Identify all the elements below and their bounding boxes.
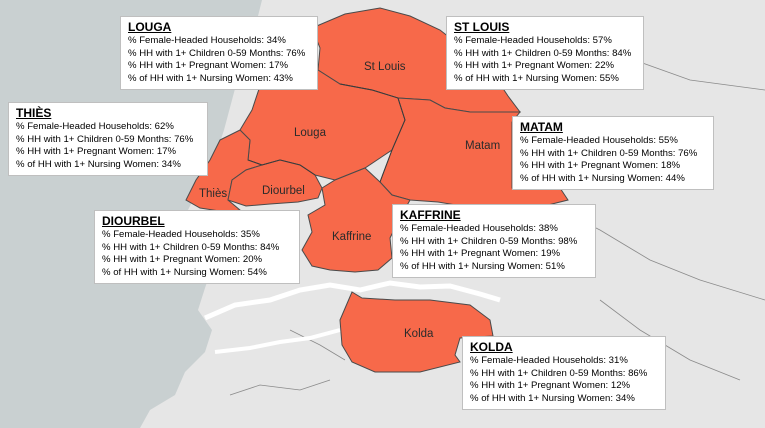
stat-children: % HH with 1+ Children 0-59 Months: 84% bbox=[454, 47, 632, 59]
callout-title: LOUGA bbox=[128, 20, 172, 34]
label-kolda: Kolda bbox=[404, 328, 434, 340]
label-louga: Louga bbox=[294, 127, 327, 139]
casamance-river bbox=[214, 328, 341, 354]
stat-female-headed: % Female-Headed Households: 55% bbox=[520, 135, 678, 146]
gambia-river bbox=[204, 280, 501, 321]
callout-title: THIÈS bbox=[16, 106, 52, 120]
stat-female-headed: % Female-Headed Households: 38% bbox=[400, 223, 558, 234]
stat-pregnant: % HH with 1+ Pregnant Women: 20% bbox=[102, 254, 263, 266]
stat-nursing: % of HH with 1+ Nursing Women: 34% bbox=[16, 158, 181, 170]
callout-st-louis: ST LOUIS % Female-Headed Households: 57%… bbox=[446, 16, 644, 90]
stat-female-headed: % Female-Headed Households: 34% bbox=[128, 35, 286, 46]
stat-children: % HH with 1+ Children 0-59 Months: 76% bbox=[128, 47, 306, 59]
stat-pregnant: % HH with 1+ Pregnant Women: 18% bbox=[520, 160, 681, 172]
region-kolda bbox=[339, 291, 494, 373]
stat-pregnant: % HH with 1+ Pregnant Women: 19% bbox=[400, 248, 561, 260]
stat-nursing: % of HH with 1+ Nursing Women: 54% bbox=[102, 266, 267, 278]
stat-female-headed: % Female-Headed Households: 31% bbox=[470, 355, 628, 366]
label-thies: Thiès bbox=[199, 188, 227, 200]
callout-diourbel: DIOURBEL % Female-Headed Households: 35%… bbox=[94, 210, 300, 284]
callout-title: ST LOUIS bbox=[454, 20, 510, 34]
label-kaffrine: Kaffrine bbox=[332, 231, 371, 243]
stat-pregnant: % HH with 1+ Pregnant Women: 12% bbox=[470, 380, 631, 392]
label-st-louis: St Louis bbox=[364, 61, 406, 73]
stat-nursing: % of HH with 1+ Nursing Women: 55% bbox=[454, 72, 619, 84]
callout-title: KOLDA bbox=[470, 340, 513, 354]
stat-children: % HH with 1+ Children 0-59 Months: 98% bbox=[400, 235, 578, 247]
stat-female-headed: % Female-Headed Households: 35% bbox=[102, 229, 260, 240]
stat-pregnant: % HH with 1+ Pregnant Women: 17% bbox=[16, 146, 177, 158]
stat-children: % HH with 1+ Children 0-59 Months: 84% bbox=[102, 241, 280, 253]
stat-pregnant: % HH with 1+ Pregnant Women: 22% bbox=[454, 60, 615, 72]
callout-title: DIOURBEL bbox=[102, 214, 165, 228]
stat-female-headed: % Female-Headed Households: 62% bbox=[16, 121, 174, 132]
inner-borders bbox=[247, 83, 406, 183]
stat-pregnant: % HH with 1+ Pregnant Women: 17% bbox=[128, 60, 289, 72]
stat-children: % HH with 1+ Children 0-59 Months: 86% bbox=[470, 367, 648, 379]
stat-nursing: % of HH with 1+ Nursing Women: 44% bbox=[520, 172, 685, 184]
label-matam: Matam bbox=[465, 140, 500, 152]
callout-louga: LOUGA % Female-Headed Households: 34% % … bbox=[120, 16, 318, 90]
stat-children: % HH with 1+ Children 0-59 Months: 76% bbox=[520, 147, 698, 159]
label-diourbel: Diourbel bbox=[262, 185, 305, 197]
stat-female-headed: % Female-Headed Households: 57% bbox=[454, 35, 612, 46]
region-kaffrine bbox=[301, 167, 411, 273]
callout-thies: THIÈS % Female-Headed Households: 62% % … bbox=[8, 102, 208, 176]
stat-nursing: % of HH with 1+ Nursing Women: 51% bbox=[400, 260, 565, 272]
callout-kaffrine: KAFFRINE % Female-Headed Households: 38%… bbox=[392, 204, 596, 278]
stat-nursing: % of HH with 1+ Nursing Women: 34% bbox=[470, 392, 635, 404]
callout-title: KAFFRINE bbox=[400, 208, 461, 222]
callout-matam: MATAM % Female-Headed Households: 55% % … bbox=[512, 116, 714, 190]
callout-kolda: KOLDA % Female-Headed Households: 31% % … bbox=[462, 336, 666, 410]
stat-children: % HH with 1+ Children 0-59 Months: 76% bbox=[16, 133, 194, 145]
callout-title: MATAM bbox=[520, 120, 563, 134]
stat-nursing: % of HH with 1+ Nursing Women: 43% bbox=[128, 72, 293, 84]
